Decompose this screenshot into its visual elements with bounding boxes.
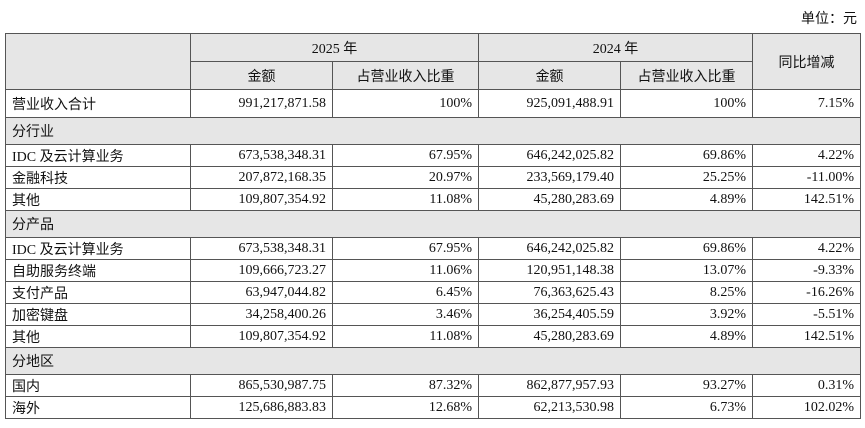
value-cell: 11.06% <box>332 259 479 282</box>
value-cell: 6.73% <box>620 396 753 419</box>
value-cell: 67.95% <box>332 144 479 167</box>
data-row: IDC 及云计算业务 673,538,348.31 67.95% 646,242,02… <box>5 237 861 260</box>
row-label: 支付产品 <box>5 281 191 304</box>
row-label: IDC 及云计算业务 <box>5 144 191 167</box>
row-label: 自助服务终端 <box>5 259 191 282</box>
value-cell: -11.00% <box>752 166 861 189</box>
value-cell: 109,807,354.92 <box>190 188 333 211</box>
value-cell: 646,242,025.82 <box>478 237 621 260</box>
row-label: IDC 及云计算业务 <box>5 237 191 260</box>
header-cell: 2024 年 <box>478 33 753 62</box>
value-cell: 142.51% <box>752 188 861 211</box>
header-row: 2025 年 2024 年 同比增减 <box>5 33 861 90</box>
data-row: 国内 865,530,987.75 87.32% 862,877,957.93 93.2… <box>5 374 861 397</box>
value-cell: 925,091,488.91 <box>478 89 621 118</box>
value-cell: 3.46% <box>332 303 479 326</box>
row-label: 营业收入合计 <box>5 89 191 118</box>
value-cell: 8.25% <box>620 281 753 304</box>
value-cell: 4.22% <box>752 144 861 167</box>
value-cell: 7.15% <box>752 89 861 118</box>
value-cell: 13.07% <box>620 259 753 282</box>
value-cell: 120,951,148.38 <box>478 259 621 282</box>
value-cell: 11.08% <box>332 325 479 348</box>
value-cell: -16.26% <box>752 281 861 304</box>
value-cell: 45,280,283.69 <box>478 188 621 211</box>
value-cell: 25.25% <box>620 166 753 189</box>
table-header: 2025 年 2024 年 同比增减 金额 占营业收入比重 金额 占营业收入比重 <box>5 33 861 90</box>
value-cell: 4.22% <box>752 237 861 260</box>
value-cell: 87.32% <box>332 374 479 397</box>
data-row: 加密键盘 34,258,400.26 3.46% 36,254,405.59 3.92%… <box>5 303 861 326</box>
row-label: 国内 <box>5 374 191 397</box>
value-cell: 20.97% <box>332 166 479 189</box>
header-cell <box>5 33 191 90</box>
value-cell: 36,254,405.59 <box>478 303 621 326</box>
section-row: 分地区 <box>5 347 861 375</box>
value-cell: 673,538,348.31 <box>190 144 333 167</box>
value-cell: 125,686,883.83 <box>190 396 333 419</box>
row-label: 金融科技 <box>5 166 191 189</box>
value-cell: 3.92% <box>620 303 753 326</box>
value-cell: 69.86% <box>620 237 753 260</box>
data-row: 海外 125,686,883.83 12.68% 62,213,530.98 6.73%… <box>5 396 861 419</box>
value-cell: 109,807,354.92 <box>190 325 333 348</box>
data-row: 营业收入合计 991,217,871.58 100% 925,091,488.91 10… <box>5 89 861 118</box>
row-label: 其他 <box>5 325 191 348</box>
unit-label: 单位：元 <box>801 12 857 27</box>
value-cell: 109,666,723.27 <box>190 259 333 282</box>
value-cell: 991,217,871.58 <box>190 89 333 118</box>
data-row: 自助服务终端 109,666,723.27 11.06% 120,951,148.38… <box>5 259 861 282</box>
header-cell: 金额 <box>190 61 333 90</box>
row-label: 加密键盘 <box>5 303 191 326</box>
value-cell: 34,258,400.26 <box>190 303 333 326</box>
section-cell: 分地区 <box>5 347 861 375</box>
value-cell: 233,569,179.40 <box>478 166 621 189</box>
value-cell: 12.68% <box>332 396 479 419</box>
header-cell: 金额 <box>478 61 621 90</box>
row-label: 其他 <box>5 188 191 211</box>
value-cell: 62,213,530.98 <box>478 396 621 419</box>
value-cell: 142.51% <box>752 325 861 348</box>
value-cell: -5.51% <box>752 303 861 326</box>
data-row: 其他 109,807,354.92 11.08% 45,280,283.69 4.89%… <box>5 325 861 348</box>
header-cell: 同比增减 <box>752 33 861 90</box>
value-cell: 93.27% <box>620 374 753 397</box>
value-cell: 63,947,044.82 <box>190 281 333 304</box>
value-cell: -9.33% <box>752 259 861 282</box>
value-cell: 0.31% <box>752 374 861 397</box>
value-cell: 865,530,987.75 <box>190 374 333 397</box>
value-cell: 102.02% <box>752 396 861 419</box>
data-row: 支付产品 63,947,044.82 6.45% 76,363,625.43 8.25%… <box>5 281 861 304</box>
row-label: 海外 <box>5 396 191 419</box>
value-cell: 646,242,025.82 <box>478 144 621 167</box>
subheader-row: 金额 占营业收入比重 金额 占营业收入比重 <box>6 61 861 90</box>
header-cell: 占营业收入比重 <box>620 61 753 90</box>
value-cell: 4.89% <box>620 325 753 348</box>
value-cell: 4.89% <box>620 188 753 211</box>
section-row: 分产品 <box>5 210 861 238</box>
value-cell: 100% <box>620 89 753 118</box>
value-cell: 862,877,957.93 <box>478 374 621 397</box>
value-cell: 673,538,348.31 <box>190 237 333 260</box>
section-cell: 分行业 <box>5 117 861 145</box>
header-cell: 2025 年 <box>190 33 479 62</box>
value-cell: 100% <box>332 89 479 118</box>
section-row: 分行业 <box>5 117 861 145</box>
data-row: 金融科技 207,872,168.35 20.97% 233,569,179.40 25… <box>5 166 861 189</box>
header-cell: 占营业收入比重 <box>332 61 479 90</box>
section-cell: 分产品 <box>5 210 861 238</box>
value-cell: 11.08% <box>332 188 479 211</box>
value-cell: 67.95% <box>332 237 479 260</box>
value-cell: 69.86% <box>620 144 753 167</box>
data-row: IDC 及云计算业务 673,538,348.31 67.95% 646,242,02… <box>5 144 861 167</box>
value-cell: 76,363,625.43 <box>478 281 621 304</box>
value-cell: 45,280,283.69 <box>478 325 621 348</box>
revenue-table: 2025 年 2024 年 同比增减 金额 占营业收入比重 金额 占营业收入比重… <box>5 33 861 419</box>
value-cell: 6.45% <box>332 281 479 304</box>
table-body: 营业收入合计 991,217,871.58 100% 925,091,488.91 10… <box>5 89 861 419</box>
value-cell: 207,872,168.35 <box>190 166 333 189</box>
data-row: 其他 109,807,354.92 11.08% 45,280,283.69 4.89%… <box>5 188 861 211</box>
